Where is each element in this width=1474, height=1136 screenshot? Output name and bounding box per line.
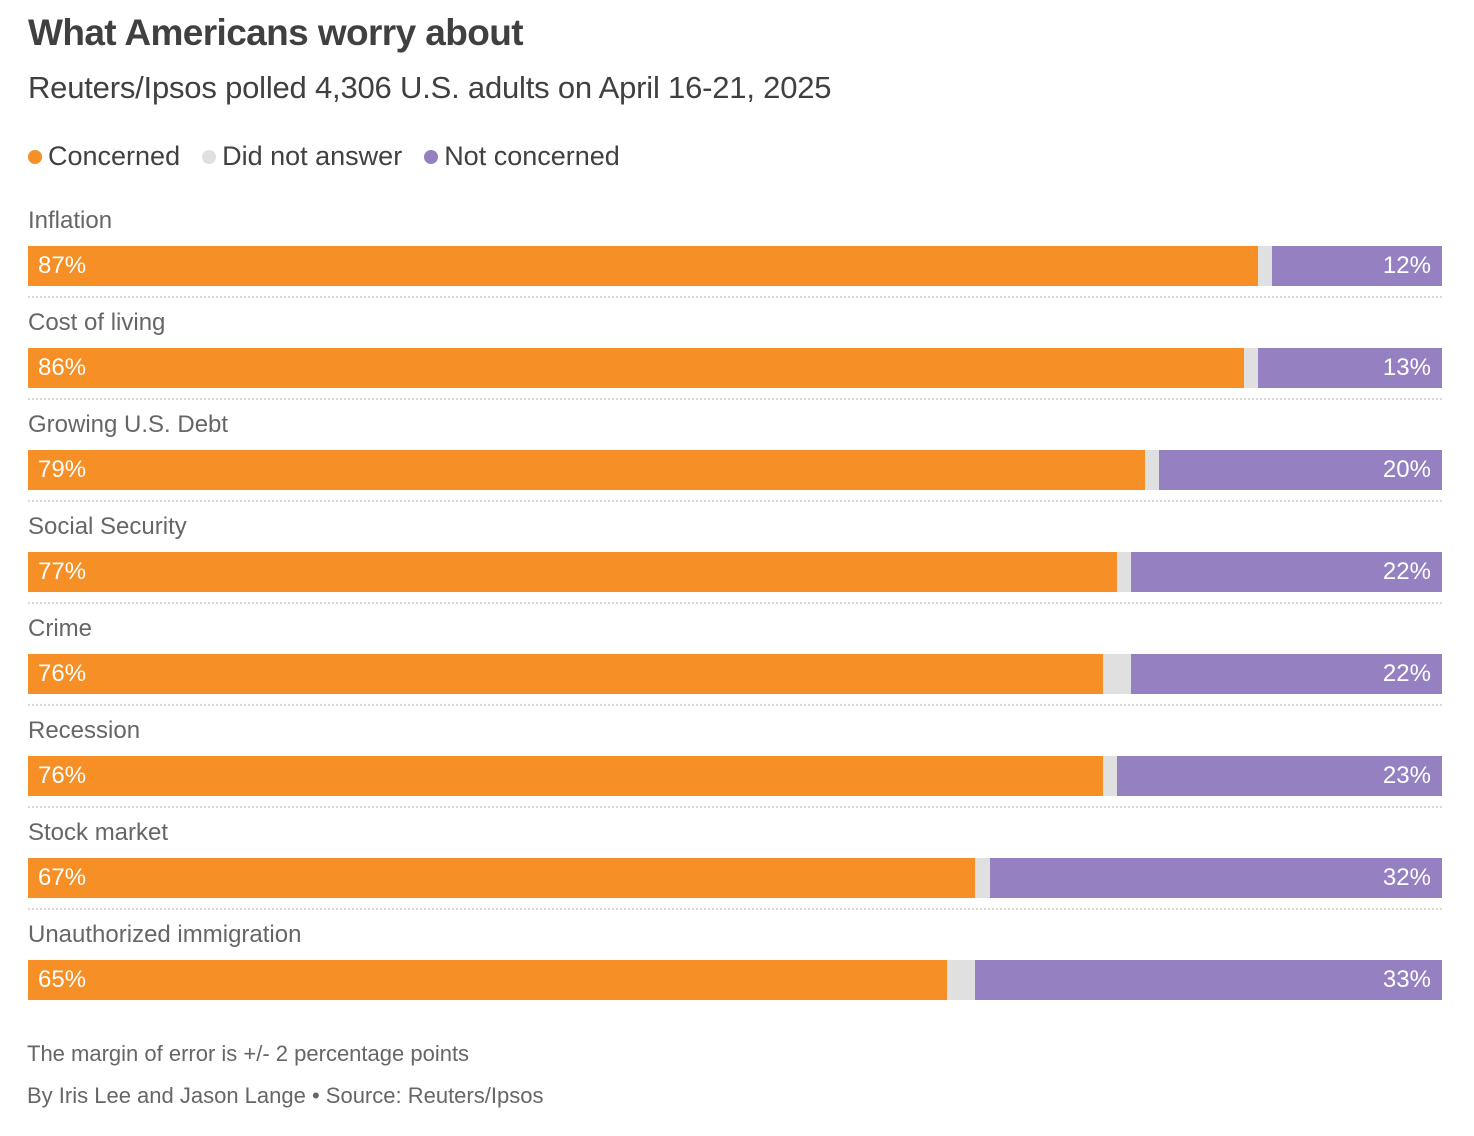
- data-label-not-concerned: 22%: [1382, 660, 1431, 687]
- footer-note: The margin of error is +/- 2 percentage …: [27, 1041, 470, 1066]
- row-divider: [28, 500, 1442, 502]
- row-divider: [28, 398, 1442, 400]
- data-label-concerned: 76%: [38, 762, 87, 789]
- stacked-bar: 76% 23%: [28, 756, 1442, 796]
- bar-segment-concerned: 67%: [28, 858, 976, 898]
- data-label-concerned: 77%: [38, 558, 87, 585]
- legend: Concerned Did not answer Not concerned: [28, 141, 642, 172]
- row-divider: [28, 806, 1442, 808]
- bar-row: Growing U.S. Debt 79% 20%: [28, 409, 1442, 511]
- bar-segment-did-not-answer: [1145, 450, 1160, 490]
- bar-segment-concerned: 87%: [28, 246, 1259, 286]
- bar-segment-did-not-answer: [1102, 756, 1117, 796]
- category-label: Unauthorized immigration: [28, 921, 302, 948]
- data-label-not-concerned: 32%: [1382, 864, 1431, 891]
- legend-dot-not-concerned-icon: [424, 149, 439, 164]
- category-label: Growing U.S. Debt: [28, 411, 229, 438]
- row-divider: [28, 908, 1442, 910]
- bar-segment-did-not-answer: [947, 960, 976, 1000]
- data-label-not-concerned: 22%: [1382, 558, 1431, 585]
- bar-segment-not-concerned: 20%: [1159, 450, 1442, 490]
- bar-segment-concerned: 86%: [28, 348, 1245, 388]
- category-label: Recession: [28, 717, 141, 744]
- bar-segment-concerned: 79%: [28, 450, 1146, 490]
- bar-row: Stock market 67% 32%: [28, 817, 1442, 919]
- legend-item-concerned: Concerned: [28, 141, 180, 172]
- data-label-not-concerned: 23%: [1382, 762, 1431, 789]
- data-label-not-concerned: 20%: [1382, 456, 1431, 483]
- data-label-concerned: 67%: [38, 864, 87, 891]
- bar-segment-did-not-answer: [975, 858, 990, 898]
- bar-segment-concerned: 76%: [28, 756, 1103, 796]
- bar-row: Inflation 87% 12%: [28, 205, 1442, 307]
- legend-label-not-concerned: Not concerned: [444, 141, 620, 171]
- category-label: Inflation: [28, 207, 113, 234]
- stacked-bar: 79% 20%: [28, 450, 1442, 490]
- category-label: Social Security: [28, 513, 187, 540]
- bar-segment-not-concerned: 12%: [1272, 246, 1442, 286]
- legend-label-concerned: Concerned: [48, 141, 181, 171]
- legend-item-not-concerned: Not concerned: [424, 141, 620, 172]
- legend-item-did-not-answer: Did not answer: [202, 141, 402, 172]
- bar-segment-did-not-answer: [1258, 246, 1273, 286]
- stacked-bar: 65% 33%: [28, 960, 1442, 1000]
- bar-segment-did-not-answer: [1116, 552, 1131, 592]
- data-label-not-concerned: 33%: [1382, 966, 1431, 993]
- legend-dot-concerned-icon: [28, 149, 42, 164]
- row-divider: [28, 602, 1442, 604]
- stacked-bar: 76% 22%: [28, 654, 1442, 694]
- data-label-concerned: 87%: [38, 252, 87, 279]
- bar-row: Unauthorized immigration 65% 33%: [28, 919, 1442, 1021]
- legend-label-did-not-answer: Did not answer: [222, 141, 403, 171]
- stacked-bar: 86% 13%: [28, 348, 1442, 388]
- bar-segment-not-concerned: 13%: [1258, 348, 1442, 388]
- stacked-bar: 67% 32%: [28, 858, 1442, 898]
- bar-segment-not-concerned: 22%: [1130, 552, 1442, 592]
- chart-title: What Americans worry about: [28, 12, 524, 53]
- row-divider: [28, 704, 1442, 706]
- bar-rows: Inflation 87% 12% Cost of living 86% 13% Growi…: [28, 205, 1442, 1021]
- data-label-concerned: 65%: [38, 966, 87, 993]
- footer-credit: By Iris Lee and Jason Lange • Source: Re…: [27, 1083, 544, 1108]
- data-label-concerned: 76%: [38, 660, 87, 687]
- bar-row: Recession 76% 23%: [28, 715, 1442, 817]
- category-label: Stock market: [28, 819, 169, 846]
- stacked-bar: 77% 22%: [28, 552, 1442, 592]
- bar-segment-not-concerned: 32%: [989, 858, 1442, 898]
- bar-row: Crime 76% 22%: [28, 613, 1442, 715]
- bar-segment-not-concerned: 33%: [975, 960, 1442, 1000]
- category-label: Crime: [28, 615, 92, 642]
- chart-subtitle: Reuters/Ipsos polled 4,306 U.S. adults o…: [28, 70, 832, 105]
- legend-dot-did-not-answer-icon: [202, 149, 217, 164]
- bar-segment-concerned: 77%: [28, 552, 1117, 592]
- bar-segment-did-not-answer: [1244, 348, 1259, 388]
- bar-segment-concerned: 76%: [28, 654, 1103, 694]
- data-label-not-concerned: 13%: [1382, 354, 1431, 381]
- bar-segment-did-not-answer: [1102, 654, 1131, 694]
- stacked-bar: 87% 12%: [28, 246, 1442, 286]
- data-label-concerned: 79%: [38, 456, 87, 483]
- bar-segment-concerned: 65%: [28, 960, 948, 1000]
- bar-row: Cost of living 86% 13%: [28, 307, 1442, 409]
- category-label: Cost of living: [28, 309, 166, 336]
- data-label-concerned: 86%: [38, 354, 87, 381]
- row-divider: [28, 296, 1442, 298]
- bar-segment-not-concerned: 23%: [1116, 756, 1442, 796]
- data-label-not-concerned: 12%: [1382, 252, 1431, 279]
- bar-segment-not-concerned: 22%: [1130, 654, 1442, 694]
- bar-row: Social Security 77% 22%: [28, 511, 1442, 613]
